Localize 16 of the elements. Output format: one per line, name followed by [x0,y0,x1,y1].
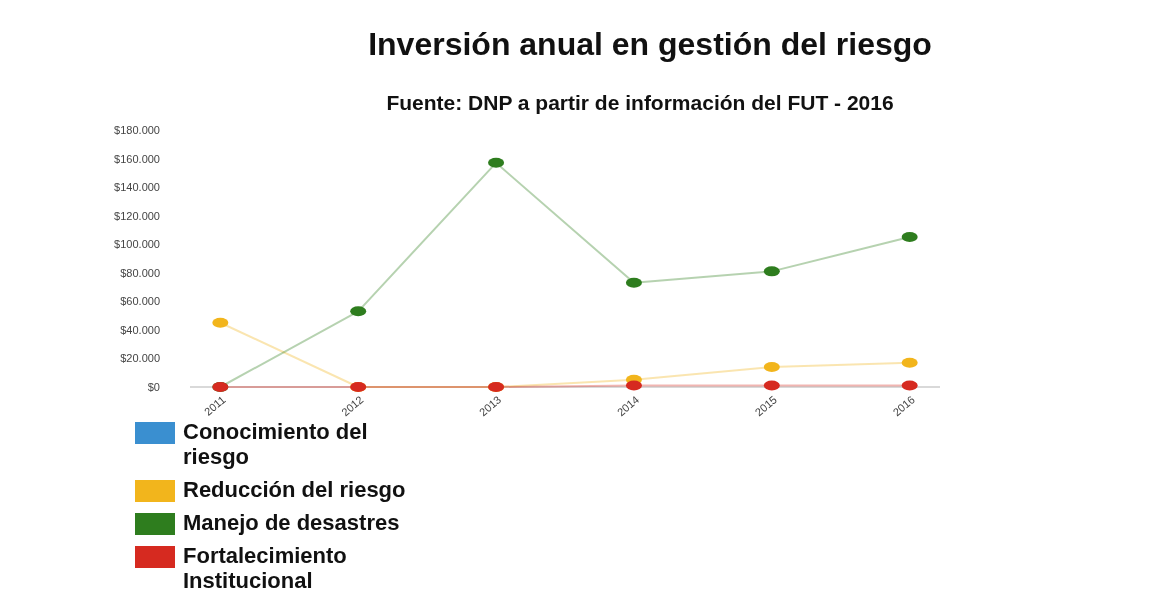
legend-label: Fortalecimiento Institucional [183,543,347,593]
y-tick-label: $180.000 [114,124,160,136]
y-tick-label: $100.000 [114,238,160,251]
chart-subtitle: Fuente: DNP a partir de información del FUT - 2016 [386,91,894,114]
legend-label: Reducción del riesgo [183,477,406,502]
legend-label: Manejo de desastres [183,510,400,535]
y-tick-label: $160.000 [114,152,160,165]
y-tick-label: $120.000 [114,209,160,222]
y-tick-label: $60.000 [120,295,160,308]
y-tick-label: $80.000 [120,266,160,279]
chart-title: Inversión anual en gestión del riesgo [368,26,932,62]
legend-label: Conocimiento del riesgo [183,419,368,469]
y-tick-label: $0 [147,381,160,393]
y-tick-label: $20.000 [120,352,160,365]
y-tick-label: $140.000 [114,181,160,194]
y-tick-label: $40.000 [120,323,160,336]
